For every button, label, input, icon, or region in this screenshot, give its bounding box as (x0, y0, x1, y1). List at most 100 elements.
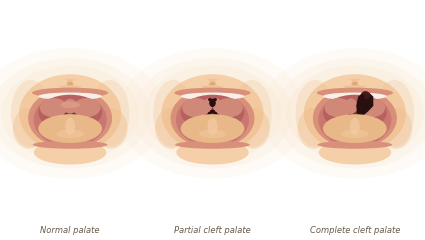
Ellipse shape (261, 48, 425, 179)
Ellipse shape (49, 102, 91, 128)
Ellipse shape (334, 102, 376, 128)
Ellipse shape (0, 48, 164, 179)
Ellipse shape (175, 141, 250, 149)
Ellipse shape (174, 88, 251, 98)
Polygon shape (356, 92, 373, 116)
Ellipse shape (213, 98, 217, 101)
Text: Normal palate: Normal palate (40, 226, 100, 235)
Ellipse shape (204, 98, 212, 113)
Ellipse shape (176, 93, 249, 147)
Ellipse shape (94, 108, 127, 149)
Ellipse shape (0, 58, 150, 168)
Ellipse shape (213, 98, 221, 113)
Text: Partial cleft palate: Partial cleft palate (174, 226, 251, 235)
Ellipse shape (170, 88, 255, 148)
Ellipse shape (65, 118, 75, 135)
Ellipse shape (181, 92, 244, 100)
Ellipse shape (32, 88, 108, 98)
Ellipse shape (67, 82, 74, 85)
Ellipse shape (325, 98, 352, 117)
Ellipse shape (72, 79, 87, 86)
Ellipse shape (54, 79, 68, 86)
Ellipse shape (351, 82, 358, 85)
Ellipse shape (181, 114, 244, 143)
Ellipse shape (196, 79, 210, 86)
Ellipse shape (90, 80, 130, 147)
Ellipse shape (207, 118, 218, 135)
Ellipse shape (232, 80, 272, 147)
Ellipse shape (38, 95, 102, 131)
Ellipse shape (11, 80, 50, 147)
Ellipse shape (357, 79, 371, 86)
Ellipse shape (144, 66, 281, 161)
Ellipse shape (210, 110, 215, 113)
Ellipse shape (153, 80, 193, 147)
Ellipse shape (58, 79, 82, 89)
Ellipse shape (13, 108, 46, 149)
Ellipse shape (68, 114, 72, 119)
Ellipse shape (350, 118, 360, 135)
Ellipse shape (162, 74, 264, 152)
Ellipse shape (40, 98, 68, 117)
Ellipse shape (323, 114, 387, 143)
Ellipse shape (317, 88, 393, 98)
Ellipse shape (361, 91, 370, 99)
Ellipse shape (60, 102, 80, 108)
Ellipse shape (357, 98, 385, 117)
Ellipse shape (215, 79, 229, 86)
Ellipse shape (341, 129, 368, 138)
Ellipse shape (19, 74, 121, 152)
Ellipse shape (198, 111, 227, 129)
Ellipse shape (56, 111, 84, 129)
Ellipse shape (237, 108, 270, 149)
Ellipse shape (42, 103, 59, 117)
Ellipse shape (33, 141, 108, 149)
Ellipse shape (323, 95, 387, 131)
Ellipse shape (34, 93, 107, 147)
Ellipse shape (338, 79, 353, 86)
Ellipse shape (215, 98, 243, 117)
Ellipse shape (343, 79, 367, 89)
Ellipse shape (323, 92, 387, 100)
Ellipse shape (118, 48, 307, 179)
Ellipse shape (375, 80, 414, 147)
Ellipse shape (313, 88, 397, 148)
Circle shape (68, 118, 72, 120)
Ellipse shape (34, 140, 106, 164)
Ellipse shape (209, 82, 216, 85)
Ellipse shape (208, 112, 211, 116)
Ellipse shape (82, 103, 98, 117)
Ellipse shape (182, 98, 210, 117)
Ellipse shape (318, 93, 391, 147)
Ellipse shape (317, 141, 392, 149)
Ellipse shape (360, 94, 365, 101)
Ellipse shape (214, 112, 217, 116)
Ellipse shape (379, 108, 412, 149)
Ellipse shape (341, 111, 369, 129)
Ellipse shape (176, 140, 249, 164)
Ellipse shape (63, 99, 77, 114)
Ellipse shape (133, 58, 292, 168)
Text: Complete cleft palate: Complete cleft palate (310, 226, 400, 235)
Ellipse shape (286, 66, 424, 161)
Ellipse shape (319, 140, 391, 164)
Ellipse shape (296, 80, 335, 147)
Ellipse shape (28, 88, 112, 148)
Ellipse shape (1, 66, 139, 161)
Ellipse shape (38, 92, 102, 100)
Ellipse shape (304, 74, 406, 152)
Ellipse shape (208, 98, 212, 101)
Ellipse shape (38, 114, 102, 143)
Ellipse shape (199, 129, 226, 138)
Ellipse shape (200, 79, 225, 89)
Ellipse shape (57, 129, 84, 138)
Ellipse shape (275, 58, 425, 168)
Ellipse shape (327, 103, 343, 117)
Ellipse shape (184, 103, 201, 117)
Ellipse shape (344, 98, 357, 114)
Ellipse shape (224, 103, 241, 117)
Ellipse shape (155, 108, 188, 149)
Ellipse shape (181, 95, 244, 131)
Ellipse shape (191, 102, 234, 128)
Ellipse shape (73, 98, 100, 117)
